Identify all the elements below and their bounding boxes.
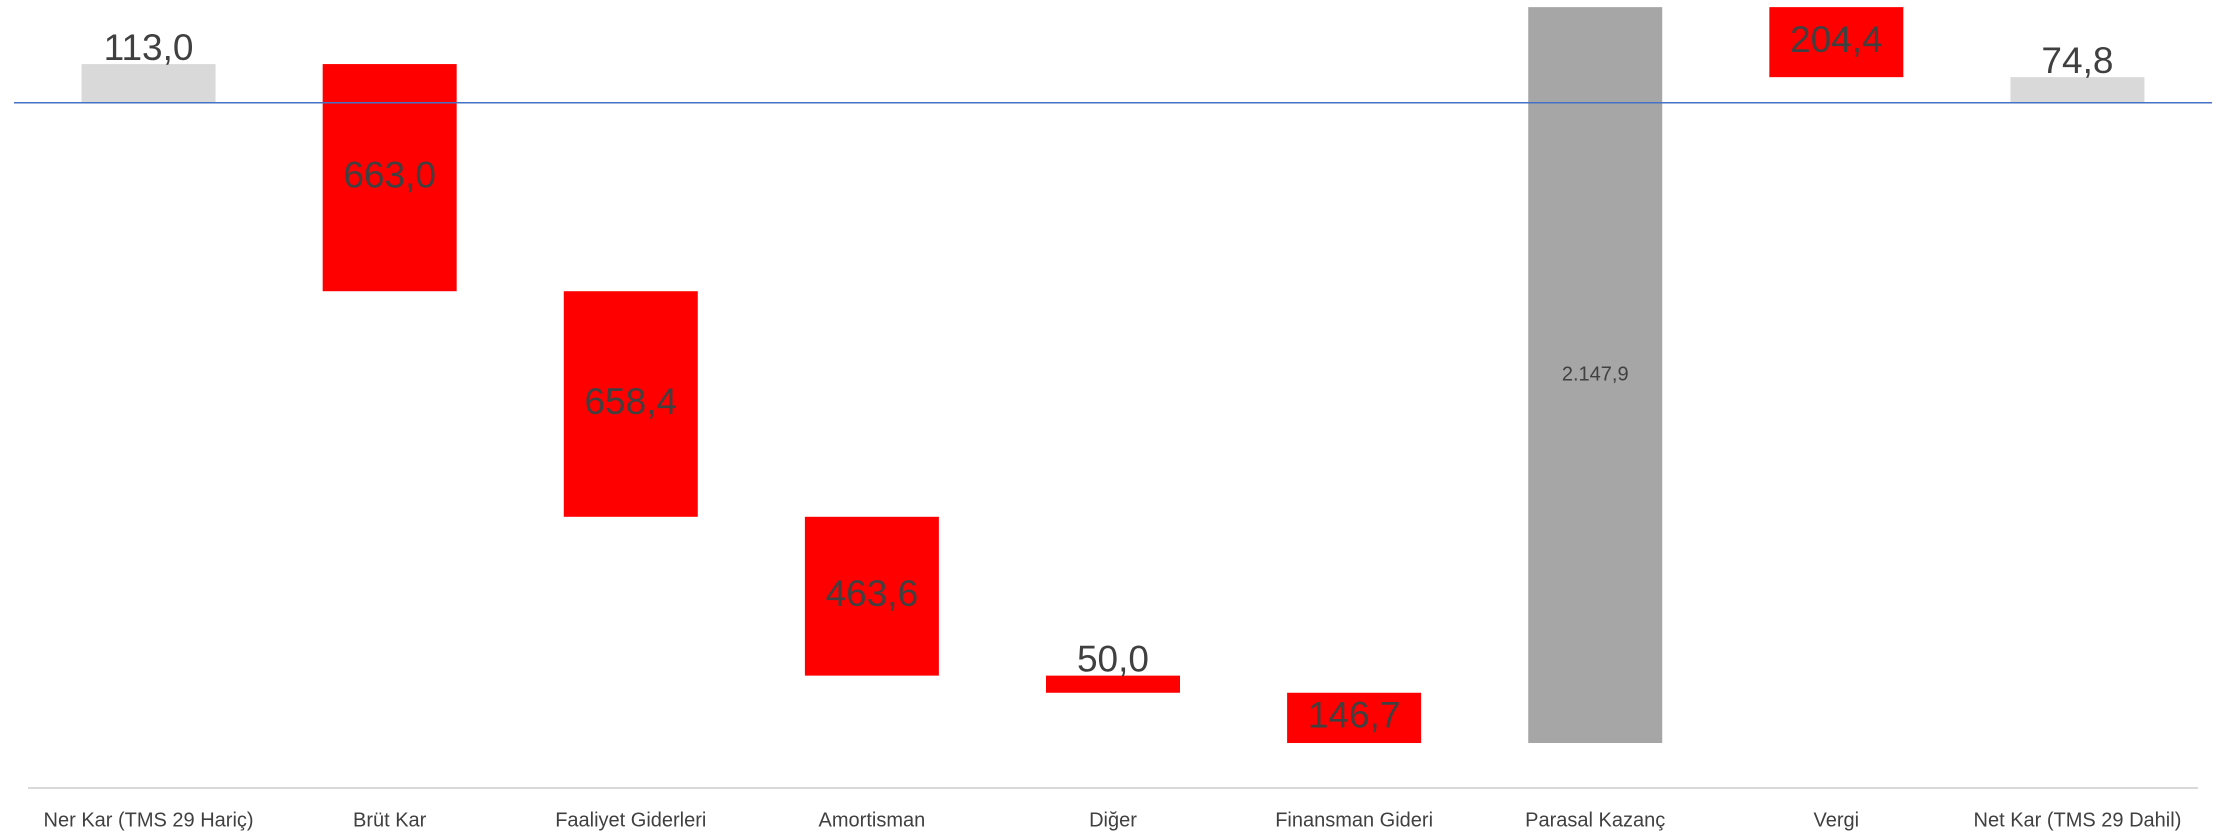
value-label: 146,7 [1308,695,1401,736]
value-label: 2.147,9 [1562,363,1629,385]
bar [1046,675,1180,693]
value-label: 113,0 [104,27,194,68]
x-tick-label: Amortisman [819,809,926,831]
value-label: 74,8 [2041,40,2113,81]
value-label: 204,4 [1790,19,1883,60]
value-label: 463,6 [826,573,919,614]
x-tick-label: Net Kar (TMS 29 Dahil) [1974,809,2182,831]
x-tick-label: Faaliyet Giderleri [555,809,706,831]
bar [1769,7,1904,78]
x-tick-label: Brüt Kar [353,809,427,831]
x-tick-label: Diğer [1089,809,1137,831]
bar [2010,77,2145,103]
value-label: 663,0 [343,154,436,195]
bar [1287,692,1422,744]
bar [804,516,939,676]
bar [322,64,457,292]
x-tick-label: Ner Kar (TMS 29 Hariç) [44,809,254,831]
x-tick-label: Vergi [1814,809,1860,831]
value-label: 50,0 [1077,638,1149,679]
x-tick-label: Finansman Gideri [1275,809,1433,831]
bar [1528,7,1663,744]
x-tick-label: Parasal Kazanç [1525,809,1665,831]
bar [81,64,216,103]
value-label: 658,4 [584,381,677,422]
bar [563,291,698,517]
